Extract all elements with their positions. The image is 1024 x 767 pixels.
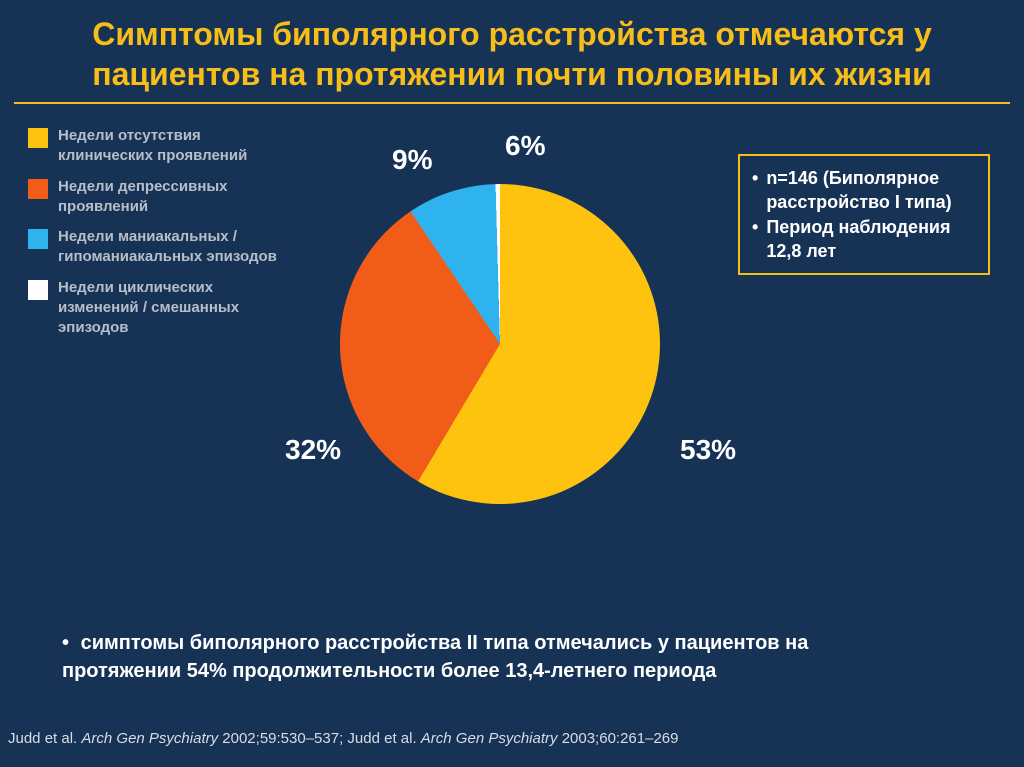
pie-disc (340, 184, 660, 504)
info-box-item: Период наблюдения 12,8 лет (750, 215, 974, 264)
bullet-icon: • (62, 632, 69, 654)
citation: Judd et al. Arch Gen Psychiatry 2002;59:… (8, 730, 1004, 747)
legend-swatch (28, 229, 48, 249)
legend-item: Недели маниакальных / гипоманиакальных э… (28, 227, 288, 268)
info-box-item: n=146 (Биполярное расстройство I типа) (750, 166, 974, 215)
citation-part: 2003;60:261–269 (562, 730, 679, 747)
pie-slice-label: 6% (505, 130, 545, 162)
legend-label: Недели маниакальных / гипоманиакальных э… (58, 227, 288, 268)
citation-part: Arch Gen Psychiatry (81, 730, 222, 747)
citation-part: Arch Gen Psychiatry (421, 730, 562, 747)
citation-part: 2002;59:530–537; Judd et al. (222, 730, 421, 747)
pie-slice-label: 53% (680, 434, 736, 466)
legend-item: Недели депрессивных проявлений (28, 177, 288, 218)
legend-label: Недели циклических изменений / смешанных… (58, 278, 288, 339)
bottom-note: • симптомы биполярного расстройства II т… (62, 629, 904, 685)
legend-swatch (28, 179, 48, 199)
legend-item: Недели отсутствия клинических проявлений (28, 126, 288, 167)
info-box: n=146 (Биполярное расстройство I типа)Пе… (738, 154, 990, 275)
slide-title: Симптомы биполярного расстройства отмеча… (0, 0, 1024, 102)
pie-slice-label: 32% (285, 434, 341, 466)
legend-swatch (28, 280, 48, 300)
pie-chart: 53%32%9%6% (290, 134, 710, 554)
info-box-list: n=146 (Биполярное расстройство I типа)Пе… (750, 166, 974, 263)
legend: Недели отсутствия клинических проявлений… (28, 126, 288, 348)
citation-part: Judd et al. (8, 730, 81, 747)
legend-label: Недели отсутствия клинических проявлений (58, 126, 288, 167)
bottom-note-text: симптомы биполярного расстройства II тип… (62, 632, 808, 682)
slide-title-text: Симптомы биполярного расстройства отмеча… (92, 16, 932, 92)
legend-item: Недели циклических изменений / смешанных… (28, 278, 288, 339)
legend-swatch (28, 128, 48, 148)
legend-label: Недели депрессивных проявлений (58, 177, 288, 218)
content-area: Недели отсутствия клинических проявлений… (0, 104, 1024, 664)
pie-slice-label: 9% (392, 144, 432, 176)
